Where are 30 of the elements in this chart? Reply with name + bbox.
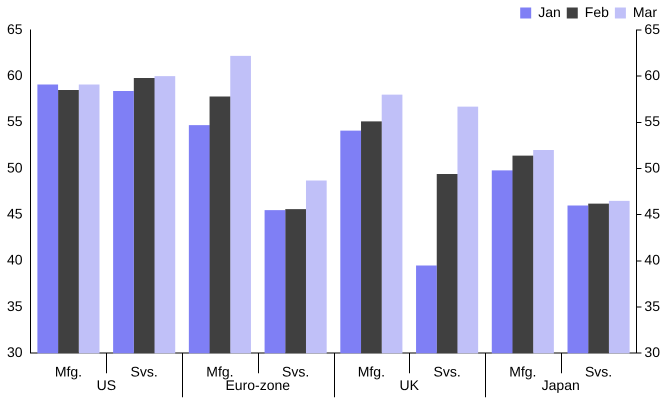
y2-tick-label: 40 xyxy=(644,252,660,268)
y-tick-label: 35 xyxy=(6,298,23,314)
y2-tick-label: 35 xyxy=(644,298,660,314)
x-tick-label: Svs. xyxy=(130,363,158,380)
x-tick-label: Svs. xyxy=(282,363,310,380)
y-tick-label: 30 xyxy=(6,344,23,360)
y-tick-label: 50 xyxy=(6,159,23,176)
y2-tick-label: 30 xyxy=(644,344,660,360)
x-tick-label: Mfg. xyxy=(358,363,385,380)
y-tick-label: 45 xyxy=(6,206,23,222)
x-tick-label: Svs. xyxy=(433,363,461,380)
x-tick-label: Svs. xyxy=(584,363,612,380)
text: Japan xyxy=(542,377,580,394)
y2-tick-label: 65 xyxy=(644,20,660,37)
y2-tick-label: 50 xyxy=(644,159,660,176)
y2-tick-label: 60 xyxy=(644,67,660,84)
legend-label: Feb xyxy=(584,4,610,20)
x-tick-label: Mfg. xyxy=(54,363,82,380)
y2-tick-label: 55 xyxy=(644,113,660,130)
y-tick-label: 40 xyxy=(6,252,23,268)
text: UK xyxy=(400,377,420,394)
x-tick-label: Mfg. xyxy=(206,363,234,380)
text: US xyxy=(96,377,116,394)
y-tick-label: 55 xyxy=(6,113,23,130)
x-tick-label: Mfg. xyxy=(509,363,536,380)
y-tick-label: 65 xyxy=(6,20,23,37)
y-tick-label: 60 xyxy=(6,67,23,84)
legend-label: Mar xyxy=(632,4,658,20)
legend-label: Jan xyxy=(538,4,561,20)
y2-tick-label: 45 xyxy=(644,206,660,222)
